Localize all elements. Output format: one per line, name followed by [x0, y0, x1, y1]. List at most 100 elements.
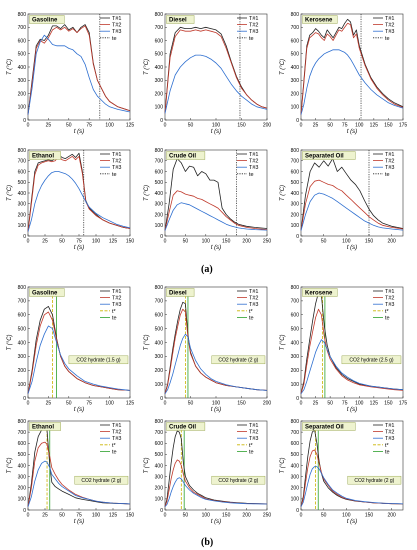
x-tick-label: 25: [46, 123, 52, 129]
chart-title: Separated Oil: [305, 425, 344, 431]
annotation-box: [347, 475, 402, 485]
y-tick-label: 200: [155, 486, 164, 492]
legend-label: T#1: [385, 289, 394, 295]
legend-label: te: [385, 172, 390, 178]
y-tick-label: 700: [155, 25, 164, 31]
y-axis-label: T (°C): [144, 457, 150, 473]
y-tick-label: 100: [18, 382, 27, 388]
legend-label: t*: [249, 443, 254, 449]
y-axis-label: T (°C): [280, 59, 286, 75]
y-tick-label: 0: [296, 118, 299, 124]
x-tick-label: 75: [342, 123, 348, 129]
y-axis-label: T (°C): [7, 59, 13, 75]
y-tick-label: 300: [291, 474, 300, 480]
legend-label: T#2: [112, 23, 121, 29]
y-tick-label: 200: [18, 486, 27, 492]
legend-label: T#3: [112, 436, 121, 442]
y-tick-label: 500: [291, 452, 300, 458]
chart-title-box: [166, 15, 195, 24]
x-tick-label: 0: [300, 123, 303, 129]
y-tick-label: 800: [291, 419, 300, 425]
plot-frame: [27, 13, 131, 121]
legend-label: te: [112, 449, 117, 455]
series-line-T3: [27, 325, 131, 394]
y-tick-label: 600: [291, 313, 300, 319]
x-tick-label: 200: [263, 401, 272, 407]
y-tick-label: 200: [291, 91, 300, 97]
annotation-label: CO2 hydrate (2 g): [218, 478, 258, 484]
chart-title-box: [302, 422, 356, 431]
legend-label: T#1: [112, 152, 121, 158]
x-tick-label: 200: [387, 513, 396, 519]
y-tick-label: 300: [291, 78, 300, 84]
annotation-box: [211, 355, 266, 365]
x-tick-label: 125: [126, 401, 135, 407]
y-tick-label: 300: [18, 354, 27, 360]
y-tick-label: 600: [155, 169, 164, 175]
y-tick-label: 600: [155, 313, 164, 319]
legend-label: T#1: [249, 16, 258, 22]
x-tick-label: 50: [183, 513, 189, 519]
x-tick-label: 75: [76, 513, 82, 519]
y-tick-label: 800: [155, 419, 164, 425]
chart-a3: 0 100 200 300 400 500 600 700 800 0 25 50 75 100 125 15…: [280, 12, 407, 135]
legend-label: T#2: [249, 430, 258, 436]
y-tick-label: 800: [291, 148, 300, 154]
y-tick-label: 0: [296, 234, 299, 240]
y-tick-label: 300: [18, 202, 27, 208]
x-tick-label: 50: [188, 123, 194, 129]
x-tick-label: 0: [300, 239, 303, 245]
x-tick-label: 75: [86, 401, 92, 407]
series-line-T2: [300, 308, 404, 394]
x-axis-label: t (s): [74, 245, 84, 251]
series-line-T3: [300, 339, 404, 395]
legend-label: T#1: [385, 423, 394, 429]
x-tick-label: 0: [164, 513, 167, 519]
legend-label: T#2: [385, 430, 394, 436]
legend-label: T#2: [249, 296, 258, 302]
legend-label: T#1: [249, 423, 258, 429]
x-tick-label: 150: [222, 513, 231, 519]
x-tick-label: 25: [42, 513, 48, 519]
series-line-T2: [27, 311, 131, 394]
series-line-T3: [300, 192, 404, 231]
chart-b1: 0 100 200 300 400 500 600 700 800 0 25 50 75 100 125 t …: [7, 285, 134, 413]
legend-label: T#1: [112, 289, 121, 295]
legend-label: T#1: [112, 16, 121, 22]
x-tick-label: 50: [59, 239, 65, 245]
x-tick-label: 75: [342, 401, 348, 407]
legend-label: te: [249, 315, 254, 321]
y-tick-label: 700: [291, 299, 300, 305]
y-tick-label: 0: [23, 118, 26, 124]
series-line-T3: [164, 333, 268, 395]
x-tick-label: 200: [242, 513, 251, 519]
x-tick-label: 100: [342, 513, 351, 519]
chart-title-box: [29, 15, 65, 24]
y-tick-label: 100: [18, 497, 27, 503]
x-tick-label: 100: [92, 239, 101, 245]
y-tick-label: 700: [18, 25, 27, 31]
y-tick-label: 500: [18, 52, 27, 58]
series-line-T2: [164, 190, 268, 231]
annotation-label: CO2 hydrate (1.5 g): [76, 358, 121, 364]
annotation-label: CO2 hydrate (2 g): [81, 478, 121, 484]
y-tick-label: 100: [18, 223, 27, 229]
x-axis-label: t (s): [74, 519, 84, 525]
x-tick-label: 25: [42, 239, 48, 245]
series-line-T1: [164, 158, 268, 231]
legend-label: te: [385, 449, 390, 455]
y-tick-label: 300: [291, 202, 300, 208]
annotation-label: CO2 hydrate (2.5 g): [349, 358, 394, 364]
annotation-label: CO2 hydrate (2 g): [354, 478, 394, 484]
y-tick-label: 0: [160, 234, 163, 240]
x-tick-label: 150: [237, 123, 246, 129]
x-tick-label: 150: [384, 401, 393, 407]
x-tick-label: 50: [321, 513, 327, 519]
x-axis-label: t (s): [211, 129, 221, 135]
legend-label: T#2: [249, 159, 258, 165]
y-tick-label: 700: [18, 299, 27, 305]
panel-label-b: (b): [201, 537, 214, 548]
y-tick-label: 600: [291, 38, 300, 44]
legend-label: te: [249, 449, 254, 455]
x-axis-label: t (s): [211, 245, 221, 251]
